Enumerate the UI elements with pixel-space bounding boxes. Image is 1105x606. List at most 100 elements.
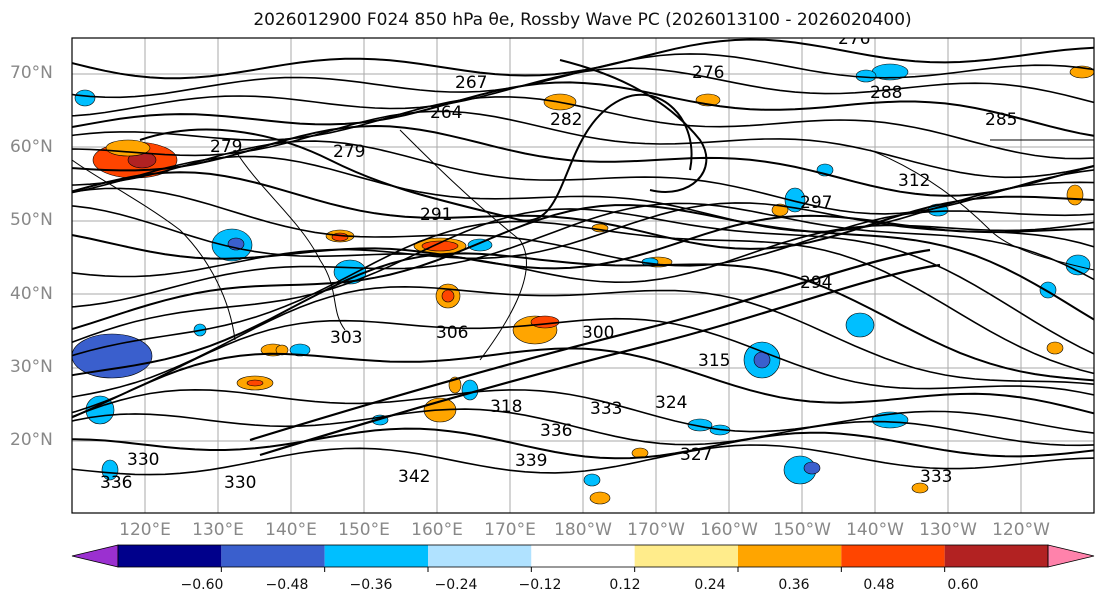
theta-e-contour (259, 263, 941, 457)
theta-e-contour (72, 124, 1094, 197)
contour-label: 279 (210, 137, 242, 157)
contour-label: 339 (515, 451, 547, 471)
colorbar-tick: −0.24 (434, 577, 478, 593)
theta-e-contour (72, 388, 1094, 434)
pc-anomaly-patch (246, 379, 264, 387)
lon-label-160e: 160°E (411, 520, 463, 540)
contour-label: 282 (550, 110, 582, 130)
contour-label: 303 (330, 328, 362, 348)
contour-label: 333 (590, 399, 622, 419)
map-frame (71, 37, 1095, 514)
pc-anomaly-patch (845, 312, 875, 338)
pc-anomaly-patch (803, 461, 821, 475)
pc-anomaly-patch (1066, 184, 1084, 206)
colorbar-tick: −0.36 (349, 577, 393, 593)
pc-anomaly-patch (421, 240, 459, 252)
coastline-north-america (869, 149, 1094, 271)
lon-label-130e: 130°E (192, 520, 244, 540)
contour-label: 330 (127, 450, 159, 470)
pc-anomaly-patch (275, 344, 289, 356)
theta-e-contour (559, 59, 708, 193)
lat-label-70n: 70°N (10, 63, 53, 83)
theta-e-contour (72, 202, 1094, 308)
pc-anomaly-patch (583, 473, 601, 487)
colorbar-tick: −0.12 (518, 577, 562, 593)
pc-anomaly-patch (74, 89, 96, 107)
lon-label-150e: 150°E (338, 520, 390, 540)
lon-label-140e: 140°E (265, 520, 317, 540)
pc-anomaly-patch (467, 238, 493, 252)
lon-label-120w: 120°W (992, 520, 1050, 540)
contour-label: 264 (430, 103, 462, 123)
pc-anomaly-patch (441, 289, 455, 303)
coastline-kamchatka (399, 129, 527, 361)
theta-e-contour (72, 202, 1094, 278)
coastlines (72, 129, 1094, 361)
lat-label-20n: 20°N (10, 430, 53, 450)
lon-label-120e: 120°E (119, 520, 171, 540)
theta-e-contour (72, 408, 1094, 447)
coastline-korea-japan (234, 149, 346, 331)
pc-anomaly-patch (461, 379, 479, 401)
pc-anomaly-patch (911, 482, 929, 494)
pc-anomaly-patch (1046, 341, 1064, 355)
theta-e-contour (72, 81, 1094, 137)
theta-e-contour (249, 248, 931, 442)
contour-label: 333 (920, 467, 952, 487)
contour-label: 285 (985, 110, 1017, 130)
theta-e-contour (72, 187, 1094, 267)
theta-e-contour (72, 204, 1094, 331)
contour-label: 300 (582, 323, 614, 343)
pc-anomaly-patch (530, 315, 560, 329)
lat-label-30n: 30°N (10, 357, 53, 377)
contour-label: 276 (692, 63, 724, 83)
lon-label-130w: 130°W (919, 520, 977, 540)
theta-e-contour (72, 220, 1094, 375)
contour-label: 336 (100, 473, 132, 493)
contour-label: 291 (420, 205, 452, 225)
contour-label: 276 (838, 29, 870, 49)
theta-e-contour (72, 96, 1094, 160)
colorbar-tick: 0.36 (778, 577, 810, 593)
contour-label: 315 (698, 351, 730, 371)
theta-e-contour (72, 317, 1094, 414)
theta-e-contour (72, 67, 1094, 117)
lon-label-170w: 170°W (627, 520, 685, 540)
contour-label: 306 (436, 323, 468, 343)
lon-label-180w: 180°W (554, 520, 612, 540)
theta-e-contour (72, 427, 1094, 460)
contour-label: 267 (455, 73, 487, 93)
lon-label-150w: 150°W (773, 520, 831, 540)
pc-anomaly-patch (784, 187, 806, 213)
colorbar-tick: −0.60 (180, 577, 224, 593)
colorbar-tick: −0.48 (265, 577, 309, 593)
contour-label: 327 (680, 445, 712, 465)
contour-label: 279 (333, 142, 365, 162)
lat-label-40n: 40°N (10, 284, 53, 304)
contour-label: 297 (800, 193, 832, 213)
colorbar-tick: 0.48 (863, 577, 895, 593)
pc-anomaly-patch (289, 343, 311, 357)
colorbar-tick: 0.60 (947, 577, 979, 593)
lon-label-140w: 140°W (846, 520, 904, 540)
theta-e-contours (72, 38, 1094, 476)
theta-e-contour (72, 155, 1094, 233)
theta-e-contour (72, 444, 1094, 476)
theta-e-contour (72, 347, 1094, 419)
pc-anomaly-patch (589, 491, 611, 505)
contour-labels: 276 276 267 264 282 279 279 291 303 306 300 294 297 3… (100, 29, 1017, 493)
pc-anomaly-patch (72, 333, 153, 379)
colorbar-tick: 0.12 (609, 577, 641, 593)
contour-label: 330 (224, 473, 256, 493)
theta-e-contour (72, 205, 1094, 284)
lat-label-60n: 60°N (10, 137, 53, 157)
lat-label-50n: 50°N (10, 210, 53, 230)
contour-label: 312 (898, 171, 930, 191)
map-title: 2026012900 F024 850 hPa θe, Rossby Wave … (253, 10, 912, 30)
theta-e-contour (72, 252, 1094, 382)
contour-label: 342 (398, 467, 430, 487)
lon-label-170e: 170°E (484, 520, 536, 540)
lon-label-160w: 160°W (700, 520, 758, 540)
colorbar-tick: 0.24 (694, 577, 726, 593)
coastline-asia (72, 159, 236, 341)
